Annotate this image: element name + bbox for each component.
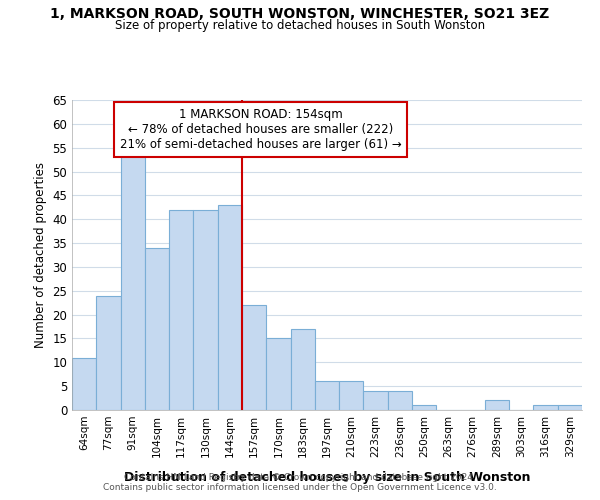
Bar xyxy=(412,405,436,410)
Bar xyxy=(121,152,145,410)
Bar xyxy=(193,210,218,410)
Bar xyxy=(242,305,266,410)
Bar xyxy=(388,391,412,410)
Bar xyxy=(145,248,169,410)
Bar xyxy=(485,400,509,410)
Y-axis label: Number of detached properties: Number of detached properties xyxy=(34,162,47,348)
Bar xyxy=(364,391,388,410)
Bar xyxy=(72,358,96,410)
Bar xyxy=(290,329,315,410)
Bar xyxy=(315,382,339,410)
Text: 1, MARKSON ROAD, SOUTH WONSTON, WINCHESTER, SO21 3EZ: 1, MARKSON ROAD, SOUTH WONSTON, WINCHEST… xyxy=(50,8,550,22)
Bar xyxy=(533,405,558,410)
X-axis label: Distribution of detached houses by size in South Wonston: Distribution of detached houses by size … xyxy=(124,471,530,484)
Bar xyxy=(218,205,242,410)
Text: Contains HM Land Registry data © Crown copyright and database right 2024.
Contai: Contains HM Land Registry data © Crown c… xyxy=(103,473,497,492)
Bar xyxy=(339,382,364,410)
Bar xyxy=(96,296,121,410)
Bar xyxy=(558,405,582,410)
Bar xyxy=(266,338,290,410)
Text: 1 MARKSON ROAD: 154sqm
← 78% of detached houses are smaller (222)
21% of semi-de: 1 MARKSON ROAD: 154sqm ← 78% of detached… xyxy=(120,108,401,151)
Text: Size of property relative to detached houses in South Wonston: Size of property relative to detached ho… xyxy=(115,19,485,32)
Bar xyxy=(169,210,193,410)
